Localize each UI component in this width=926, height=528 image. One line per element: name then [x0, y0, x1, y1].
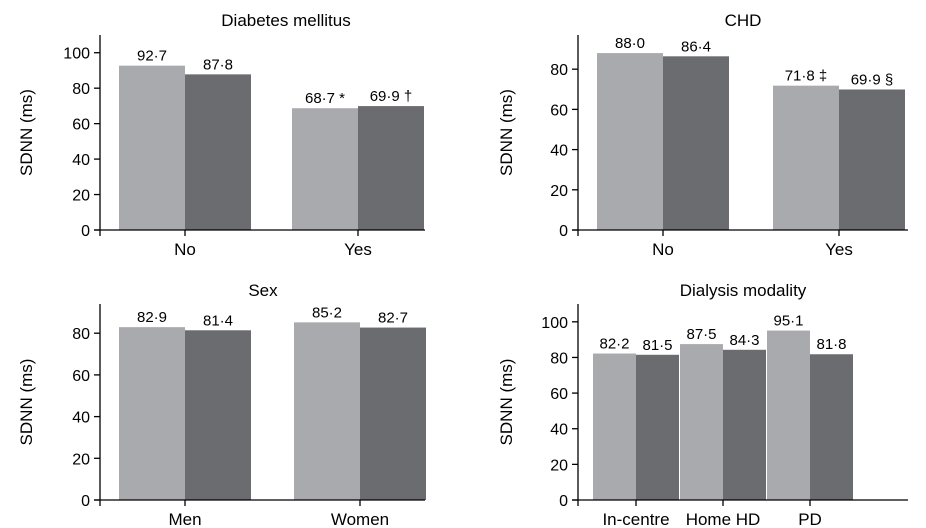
data-label: 86·4 — [681, 38, 711, 55]
y-tick-label: 0 — [559, 493, 568, 510]
bar — [292, 108, 358, 230]
y-tick-label: 40 — [72, 152, 90, 169]
y-tick-label: 40 — [550, 143, 568, 160]
data-label: 69·9 § — [851, 71, 894, 88]
y-tick-label: 80 — [550, 62, 568, 79]
y-axis-label: SDNN (ms) — [17, 359, 36, 446]
x-category-label: No — [174, 240, 196, 259]
data-label: 82·2 — [599, 336, 629, 353]
data-label: 71·8 ‡ — [785, 68, 828, 85]
chart-title: Sex — [248, 281, 278, 300]
y-axis-label: SDNN (ms) — [497, 359, 516, 446]
chart-panel-3: Sex SDNN (ms) 82·9 85·2 81·4 82·7 0 20 40 60 80 Men… — [17, 281, 426, 528]
chart-title: CHD — [725, 11, 762, 30]
bar — [597, 53, 663, 230]
x-category-label: Women — [331, 510, 389, 528]
bar — [593, 353, 636, 500]
bar — [773, 85, 839, 230]
x-category-label: Yes — [344, 240, 372, 259]
data-label: 85·2 — [312, 304, 342, 321]
x-category-label: In-centre — [602, 510, 669, 528]
bar — [767, 330, 810, 500]
y-tick-label: 20 — [550, 457, 568, 474]
bar — [294, 322, 360, 500]
y-axis-label: SDNN (ms) — [497, 89, 516, 176]
bar — [119, 65, 185, 230]
y-tick-label: 20 — [72, 451, 90, 468]
y-tick-label: 80 — [72, 81, 90, 98]
bar — [663, 56, 729, 230]
bar — [839, 89, 905, 231]
data-label: 84·3 — [729, 332, 759, 349]
bar — [810, 354, 853, 500]
x-category-label: No — [652, 240, 674, 259]
data-label: 68·7 * — [305, 90, 345, 107]
chart-panel-4: Dialysis modality SDNN (ms) 82·2 87·5 95·1 81… — [497, 281, 908, 528]
bar — [185, 74, 251, 230]
data-label: 82·9 — [137, 309, 167, 326]
chart-panel-2: CHD SDNN (ms) 88·0 71·8 ‡ 86·4 69·9 § 0 20 40 60 8… — [497, 11, 908, 259]
bar — [723, 349, 766, 500]
data-label: 69·9 † — [370, 88, 413, 105]
chart-panel-1: Diabetes mellitus SDNN (ms) 92·7 68·7 * 87·8… — [17, 11, 425, 259]
y-axis-label: SDNN (ms) — [17, 89, 36, 176]
y-tick-label: 60 — [550, 386, 568, 403]
y-tick-label: 60 — [72, 368, 90, 385]
chart-title: Dialysis modality — [680, 281, 807, 300]
bar — [358, 106, 424, 230]
x-category-label: Yes — [825, 240, 853, 259]
y-tick-label: 60 — [550, 102, 568, 119]
x-category-label: Home HD — [686, 510, 761, 528]
data-label: 81·8 — [816, 336, 846, 353]
data-label: 82·7 — [378, 310, 408, 327]
y-tick-label: 40 — [72, 410, 90, 427]
data-label: 88·0 — [615, 35, 645, 52]
x-category-label: Men — [168, 510, 201, 528]
bar — [680, 344, 723, 500]
bar — [119, 327, 185, 500]
y-tick-label: 20 — [72, 188, 90, 205]
y-tick-label: 0 — [559, 223, 568, 240]
bar — [360, 327, 426, 500]
data-label: 95·1 — [773, 313, 803, 330]
y-tick-label: 0 — [81, 223, 90, 240]
y-tick-label: 100 — [63, 46, 90, 63]
y-tick-label: 80 — [550, 350, 568, 367]
data-label: 87·8 — [203, 56, 233, 73]
chart-title: Diabetes mellitus — [221, 11, 350, 30]
y-tick-label: 60 — [72, 117, 90, 134]
data-label: 87·5 — [686, 326, 716, 343]
y-tick-label: 40 — [550, 422, 568, 439]
bar — [636, 354, 679, 500]
data-label: 92·7 — [137, 48, 167, 65]
y-tick-label: 0 — [81, 493, 90, 510]
data-label: 81·5 — [642, 337, 672, 354]
x-category-label: PD — [798, 510, 822, 528]
y-tick-label: 100 — [541, 315, 568, 332]
data-label: 81·4 — [203, 312, 233, 329]
y-tick-label: 20 — [550, 183, 568, 200]
bar — [185, 330, 251, 500]
y-tick-label: 80 — [72, 326, 90, 343]
